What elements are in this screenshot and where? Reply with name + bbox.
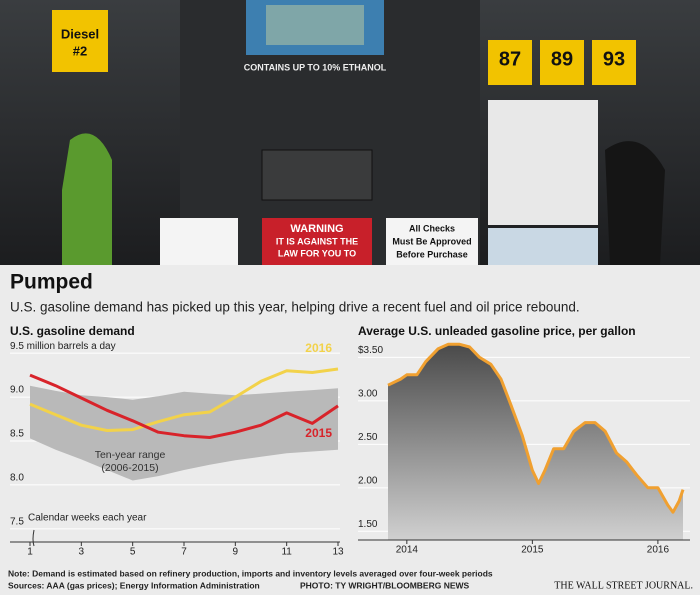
- y-tick-label: 2.50: [358, 432, 378, 443]
- x-tick-label: 7: [181, 547, 187, 558]
- x-tick-label: 2016: [647, 545, 670, 556]
- y-tick-label: 9.0: [10, 385, 24, 396]
- photo-sign: Diesel: [61, 26, 99, 41]
- x-tick-label: 3: [79, 547, 85, 558]
- y-tick-label: 3.00: [358, 389, 378, 400]
- sources: Sources: AAA (gas prices); Energy Inform…: [8, 580, 260, 590]
- photo-sign: CONTAINS UP TO 10% ETHANOL: [244, 62, 387, 72]
- x-tick-label: 13: [332, 547, 344, 558]
- annotation-arrow: [32, 529, 35, 547]
- chart-title: U.S. gasoline demand: [10, 324, 135, 338]
- y-tick-label: 1.50: [358, 519, 378, 530]
- series-line: [387, 342, 685, 514]
- band-label: Ten-year range: [95, 449, 166, 461]
- y-tick-label: $3.50: [358, 345, 383, 356]
- chart-title: Average U.S. unleaded gasoline price, pe…: [358, 324, 636, 338]
- note: Note: Demand is estimated based on refin…: [8, 568, 493, 578]
- photo-sign: #2: [73, 43, 87, 58]
- x-tick-label: 5: [130, 547, 136, 558]
- title: Pumped: [10, 271, 93, 294]
- photo-sign: All Checks: [409, 223, 455, 233]
- x-tick-label: 2014: [396, 545, 419, 556]
- series-line: [29, 373, 339, 439]
- series-line: [29, 367, 339, 432]
- photo-sign: Before Purchase: [396, 249, 468, 259]
- photo-credit: PHOTO: TY WRIGHT/BLOOMBERG NEWS: [300, 580, 470, 590]
- photo: [0, 0, 700, 265]
- photo-sign: 93: [603, 48, 625, 70]
- series-label: 2015: [305, 426, 332, 440]
- x-tick-label: 2015: [521, 545, 544, 556]
- photo-sign: LAW FOR YOU TO: [278, 248, 356, 258]
- photo-sign: 89: [551, 48, 573, 70]
- photo-sign: IT IS AGAINST THE: [276, 236, 358, 246]
- publisher: THE WALL STREET JOURNAL.: [554, 580, 693, 591]
- y-tick-label: 2.00: [358, 475, 378, 486]
- series-area: [388, 344, 683, 540]
- y-tick-label: 8.5: [10, 429, 24, 440]
- annotation: Calendar weeks each year: [28, 513, 147, 524]
- photo-sign: Must Be Approved: [392, 236, 471, 246]
- subtitle: U.S. gasoline demand has picked up this …: [10, 300, 580, 315]
- photo-sign: WARNING: [290, 223, 343, 235]
- y-tick-label: 9.5 million barrels a day: [10, 341, 116, 352]
- y-tick-label: 7.5: [10, 516, 24, 527]
- series-label: 2016: [305, 341, 332, 355]
- photo-sign: 87: [499, 48, 521, 70]
- x-tick-label: 11: [281, 547, 292, 558]
- x-tick-label: 9: [233, 547, 239, 558]
- x-tick-label: 1: [27, 547, 33, 558]
- band-label: (2006-2015): [101, 462, 158, 474]
- y-tick-label: 8.0: [10, 473, 24, 484]
